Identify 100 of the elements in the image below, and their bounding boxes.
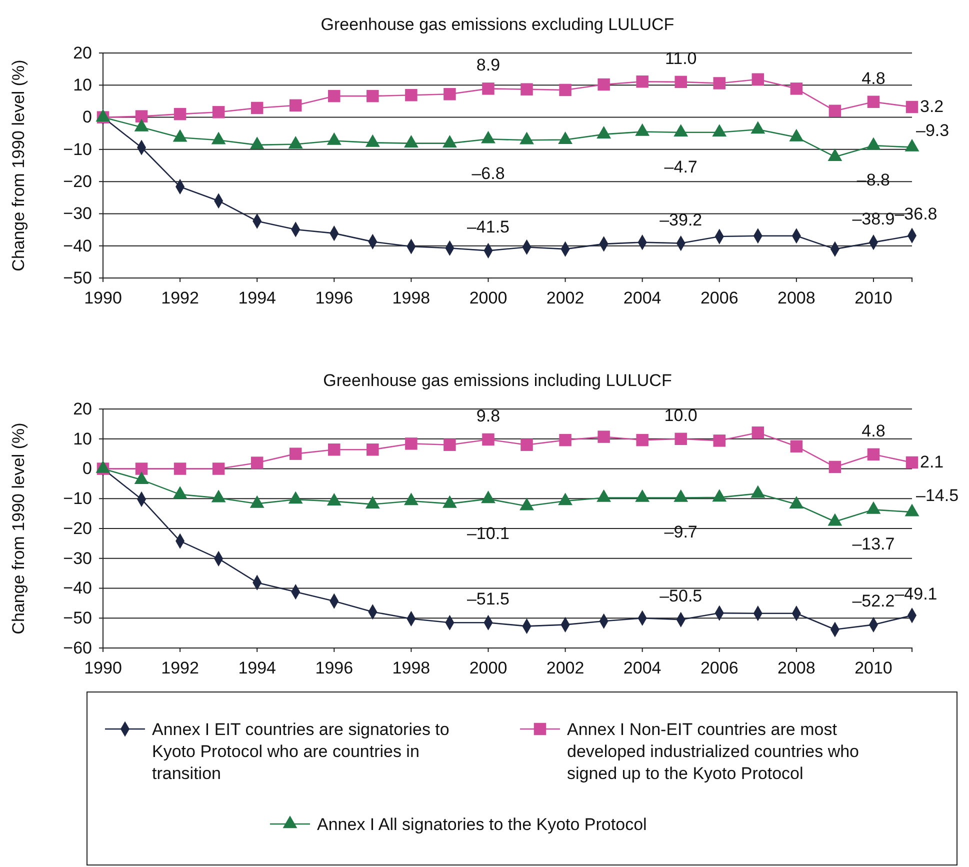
y-tick-label: −10 <box>63 140 92 159</box>
point <box>636 434 648 446</box>
point <box>713 77 726 90</box>
point <box>482 433 494 446</box>
data-label: –52.2 <box>852 592 895 611</box>
point <box>444 88 456 100</box>
point <box>135 462 148 475</box>
data-label: –10.1 <box>466 524 510 543</box>
y-tick-label: 10 <box>73 76 92 95</box>
data-label: –9.3 <box>916 121 950 140</box>
point <box>212 106 225 118</box>
y-tick-label: −20 <box>63 518 92 538</box>
data-label: 3.2 <box>920 97 944 116</box>
point <box>674 76 687 88</box>
x-tick-label: 2004 <box>623 658 662 678</box>
point <box>250 102 264 114</box>
point <box>520 438 533 451</box>
point <box>174 462 186 475</box>
data-label: –50.5 <box>660 586 702 606</box>
y-tick-label: −50 <box>63 608 92 628</box>
chart-title: Greenhouse gas emissions excluding LULUCF <box>320 15 674 34</box>
x-tick-label: 2008 <box>778 288 816 308</box>
y-axis-title: Change from 1990 level (%) <box>9 60 28 272</box>
point <box>906 456 918 469</box>
point <box>250 456 264 469</box>
point <box>366 90 379 102</box>
point <box>790 82 803 95</box>
data-label: –4.7 <box>664 157 698 176</box>
point <box>752 73 764 86</box>
y-tick-label: −40 <box>63 578 92 598</box>
y-tick-label: 0 <box>82 108 92 127</box>
point <box>867 448 880 461</box>
point <box>366 444 379 456</box>
point <box>598 430 610 443</box>
point <box>405 88 418 102</box>
data-label: –51.5 <box>466 590 510 609</box>
data-label: –38.9 <box>852 209 895 228</box>
x-tick-label: 1990 <box>84 288 122 308</box>
x-tick-label: 2004 <box>623 288 662 308</box>
point <box>328 90 340 102</box>
x-tick-label: 1990 <box>84 658 122 678</box>
point <box>328 444 340 456</box>
data-label: 9.8 <box>476 406 500 426</box>
point <box>520 83 533 96</box>
point <box>212 462 225 475</box>
y-tick-label: −10 <box>63 489 92 508</box>
y-tick-label: −30 <box>63 204 92 224</box>
x-tick-label: 2006 <box>700 658 738 678</box>
point <box>289 448 302 460</box>
y-axis-title: Change from 1990 level (%) <box>9 422 28 634</box>
x-tick-label: 1994 <box>238 658 276 678</box>
legend-label: Annex I EIT countries are signatories to Kyoto Protocol who are countries in transition <box>152 720 450 784</box>
point <box>405 438 418 450</box>
y-tick-label: 0 <box>82 459 92 478</box>
legend-label: Annex I All signatories to the Kyoto Protocol <box>317 815 647 834</box>
x-tick-label: 1996 <box>315 288 354 308</box>
data-label: 4.8 <box>862 68 886 88</box>
data-label: –6.8 <box>472 164 505 184</box>
data-label: –49.1 <box>894 584 938 604</box>
x-tick-label: 2008 <box>778 658 816 678</box>
data-label: –39.2 <box>660 210 702 230</box>
data-label: 11.0 <box>664 48 697 68</box>
point <box>289 99 302 112</box>
point <box>752 426 764 439</box>
data-label: –41.5 <box>466 218 510 237</box>
point <box>867 96 880 108</box>
x-tick-label: 1998 <box>392 658 430 678</box>
data-label: –13.7 <box>852 534 895 554</box>
x-tick-label: 1992 <box>161 288 199 308</box>
data-label: 8.9 <box>476 56 500 75</box>
data-label: –36.8 <box>894 204 938 224</box>
point <box>828 460 842 474</box>
point <box>559 434 572 446</box>
point <box>482 82 494 95</box>
point <box>674 432 687 445</box>
x-tick-label: 2002 <box>546 658 584 678</box>
x-tick-label: 2010 <box>854 658 892 678</box>
y-tick-label: −30 <box>63 548 92 568</box>
data-label: –14.5 <box>916 486 959 506</box>
y-tick-label: 10 <box>73 429 92 448</box>
x-tick-label: 1994 <box>238 288 276 308</box>
x-tick-label: 1996 <box>315 658 354 678</box>
point <box>598 78 610 91</box>
x-tick-label: 2006 <box>700 288 738 308</box>
point <box>713 434 726 447</box>
x-tick-label: 1998 <box>392 288 430 308</box>
point <box>828 104 842 117</box>
y-tick-label: 20 <box>73 43 92 62</box>
point <box>790 440 803 452</box>
point <box>559 84 572 96</box>
x-tick-label: 2000 <box>469 658 508 678</box>
y-tick-label: −20 <box>63 172 92 192</box>
y-tick-label: −40 <box>63 236 92 256</box>
data-label: 2.1 <box>920 452 944 472</box>
legend-label: Annex I Non-EIT countries are most developed industrialized countries who signed up to the Kyoto Protocol <box>567 720 860 784</box>
point <box>444 438 456 451</box>
point <box>135 110 148 122</box>
x-tick-label: 1992 <box>161 658 199 678</box>
x-tick-label: 2002 <box>546 288 584 308</box>
data-label: 4.8 <box>862 421 886 440</box>
